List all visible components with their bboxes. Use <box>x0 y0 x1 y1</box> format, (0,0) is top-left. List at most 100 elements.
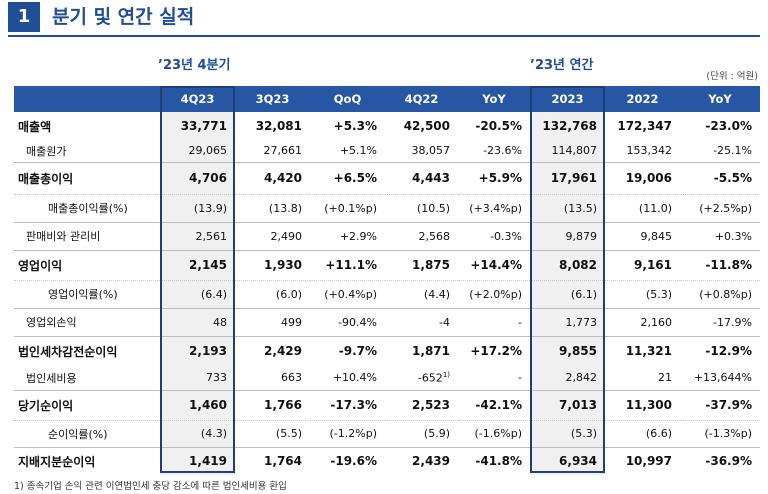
cell: 17,961 <box>530 161 605 194</box>
cell: 19,006 <box>605 161 680 194</box>
cell: -36.9% <box>680 446 760 475</box>
table-row: 영업외손익 48 499 -90.4% -4-1,773 2,160 -17.9% <box>14 307 760 336</box>
cell: (+0.8%p) <box>680 279 760 308</box>
cell: +5.9% <box>458 161 530 194</box>
cell: -6521) <box>385 366 458 390</box>
cell: (6.4) <box>160 279 235 308</box>
cell: 499 <box>235 307 310 336</box>
cell: 4,420 <box>235 161 310 194</box>
cell: (5.3) <box>605 279 680 308</box>
row-label: 법인세비용 <box>26 371 77 385</box>
cell: +11.1% <box>310 249 385 280</box>
cell: -0.3% <box>458 221 530 250</box>
cell: 1,871 <box>385 335 458 366</box>
table-row: 매출원가 29,065 27,661 +5.1% 38,057 -23.6% 114,807… <box>14 140 760 162</box>
column-header: YoY <box>458 86 530 112</box>
cell: 132,768 <box>530 112 605 140</box>
cell: 2,429 <box>235 335 310 366</box>
cell: (+0.4%p) <box>310 279 385 308</box>
table-row: 영업이익 2,145 1,930 +11.1% 1,875 +14.4% 8,082 9,16… <box>14 249 760 280</box>
section-title: 분기 및 연간 실적 <box>52 6 195 28</box>
row-label: 매출총이익률(%) <box>14 193 160 222</box>
cell: -42.1% <box>458 389 530 420</box>
group-label: ’23년 4분기 <box>158 58 231 73</box>
cell: 38,057 <box>411 144 451 158</box>
footnote: 1) 종속기업 손익 관련 이연법인세 충당 감소에 따른 법인세비용 환입 <box>14 481 287 492</box>
cell: 9,879 <box>530 221 605 250</box>
cell: (+3.4%p) <box>458 193 530 222</box>
table-row: 법인세차감전순이익 2,193 2,429 -9.7% 1,871 +17.2% 9,855… <box>14 335 760 366</box>
cell: 11,300 <box>605 389 680 420</box>
row-label: 순이익률(%) <box>14 419 160 447</box>
cell: 9,161 <box>605 249 680 280</box>
cell: (4.3) <box>160 419 235 447</box>
cell: 1,930 <box>235 249 310 280</box>
cell: -25.1% <box>713 144 752 158</box>
cell-value: -652 <box>417 371 443 385</box>
cell: +0.3% <box>680 221 760 250</box>
column-header: YoY <box>680 86 760 112</box>
cell: 10,997 <box>605 446 680 475</box>
cell: 6,934 <box>530 446 605 475</box>
cell: 2,523 <box>385 389 458 420</box>
cell: (-1.6%p) <box>458 419 530 447</box>
cell: 172,347 <box>617 119 672 133</box>
cell: 733 <box>160 366 235 390</box>
cell: -23.6% <box>483 144 522 158</box>
table-row: 순이익률(%) (4.3) (5.5) (-1.2%p) (5.9) (-1.6%p) (5… <box>14 419 760 447</box>
header-row: 4Q23 3Q23 QoQ 4Q22 YoY 2023 2022 YoY <box>14 86 760 112</box>
cell: 33,771 <box>160 112 235 140</box>
row-label: 영업이익률(%) <box>14 279 160 308</box>
cell: (-1.3%p) <box>680 419 760 447</box>
cell: 2,490 <box>235 221 310 250</box>
cell: (+2.5%p) <box>680 193 760 222</box>
cell: 9,855 <box>530 335 605 366</box>
table-row: 매출총이익 4,706 4,420 +6.5% 4,443 +5.9% 17,961 19,0… <box>14 161 760 194</box>
table-row: 법인세비용 733 663 +10.4% -6521) -2,842 21 +13,644% <box>14 366 760 390</box>
column-header: 2023 <box>530 86 605 112</box>
cell: 9,845 <box>605 221 680 250</box>
row-label: 당기순이익 <box>14 389 160 420</box>
cell: +5.1% <box>339 144 377 158</box>
cell: -17.3% <box>310 389 385 420</box>
cell: (11.0) <box>605 193 680 222</box>
cell: (6.1) <box>530 279 605 308</box>
cell: 2,193 <box>160 335 235 366</box>
cell: 11,321 <box>605 335 680 366</box>
cell: 2,160 <box>605 307 680 336</box>
cell: +10.4% <box>332 371 377 385</box>
cell: +6.5% <box>310 161 385 194</box>
cell: (6.6) <box>605 419 680 447</box>
cell: 42,500 <box>403 119 450 133</box>
cell: -20.5% <box>475 119 522 133</box>
column-header: 4Q22 <box>385 86 458 112</box>
cell: (+0.1%p) <box>310 193 385 222</box>
cell: +5.3% <box>333 119 377 133</box>
cell: (5.9) <box>385 419 458 447</box>
table-row: 당기순이익 1,460 1,766 -17.3% 2,523 -42.1% 7,013 11,… <box>14 389 760 420</box>
cell: (5.5) <box>235 419 310 447</box>
footnote-mark: 1) <box>442 370 450 379</box>
cell: 153,342 <box>626 144 673 158</box>
table-row: 영업이익률(%) (6.4) (6.0) (+0.4%p) (4.4) (+2.0%p)(… <box>14 279 760 308</box>
cell: (4.4) <box>385 279 458 308</box>
cell: 1,764 <box>235 446 310 475</box>
cell: -12.9% <box>680 335 760 366</box>
cell: -37.9% <box>680 389 760 420</box>
column-header: QoQ <box>310 86 385 112</box>
cell: 663 <box>281 371 302 385</box>
row-label: 영업이익 <box>14 249 160 280</box>
cell: 1,419 <box>160 446 235 475</box>
table-row: 매출총이익률(%) (13.9) (13.8) (+0.1%p) (10.5) (+3.4… <box>14 193 760 222</box>
cell: 2,145 <box>160 249 235 280</box>
table-row: 매출액 33,771 32,081 +5.3% 42,500 -20.5% 132,768 1… <box>14 112 760 140</box>
column-header: 2022 <box>605 86 680 112</box>
cell: 1,875 <box>385 249 458 280</box>
cell: +2.9% <box>310 221 385 250</box>
cell: 4,706 <box>160 161 235 194</box>
cell: 1,766 <box>235 389 310 420</box>
section-number: 1 <box>8 2 40 32</box>
unit-label: (단위 : 억원) <box>706 71 758 82</box>
header-rule <box>8 35 760 37</box>
